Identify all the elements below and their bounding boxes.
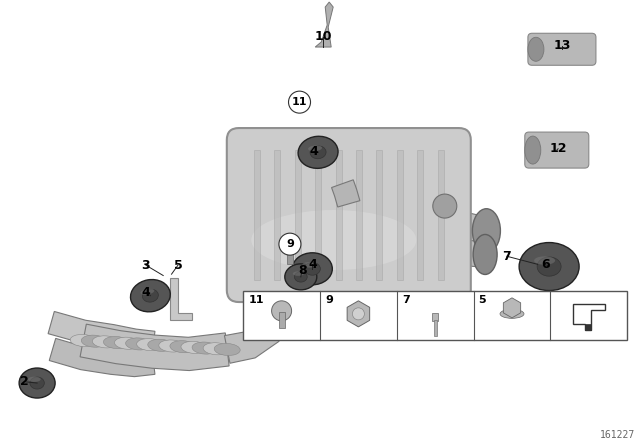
Ellipse shape xyxy=(131,280,170,312)
Ellipse shape xyxy=(141,289,154,295)
Ellipse shape xyxy=(305,263,321,275)
Ellipse shape xyxy=(28,377,41,382)
Text: 3: 3 xyxy=(141,258,150,272)
Polygon shape xyxy=(49,338,155,377)
Ellipse shape xyxy=(92,336,118,348)
Ellipse shape xyxy=(143,289,158,302)
Bar xyxy=(356,150,362,280)
Ellipse shape xyxy=(310,146,326,159)
Ellipse shape xyxy=(473,234,497,275)
Bar xyxy=(376,150,383,280)
Text: 6: 6 xyxy=(541,258,550,271)
Ellipse shape xyxy=(192,342,218,354)
Ellipse shape xyxy=(115,337,141,349)
Ellipse shape xyxy=(500,309,524,319)
Bar xyxy=(417,150,423,280)
Text: 4: 4 xyxy=(141,285,150,299)
Ellipse shape xyxy=(472,209,500,253)
Text: 5: 5 xyxy=(479,295,486,305)
Polygon shape xyxy=(48,311,155,354)
Ellipse shape xyxy=(525,136,541,164)
Ellipse shape xyxy=(302,262,316,267)
Circle shape xyxy=(289,91,310,113)
FancyBboxPatch shape xyxy=(525,132,589,168)
Ellipse shape xyxy=(292,253,332,285)
Ellipse shape xyxy=(148,339,173,351)
Ellipse shape xyxy=(214,344,240,355)
Ellipse shape xyxy=(125,338,152,350)
Text: 11: 11 xyxy=(248,295,264,305)
Ellipse shape xyxy=(159,340,185,352)
Ellipse shape xyxy=(285,264,317,290)
Ellipse shape xyxy=(519,242,579,291)
Bar xyxy=(275,150,280,280)
Bar xyxy=(287,251,293,263)
Text: 7: 7 xyxy=(402,295,410,305)
Ellipse shape xyxy=(294,271,307,282)
Ellipse shape xyxy=(528,37,544,61)
Text: 11: 11 xyxy=(292,97,307,107)
Ellipse shape xyxy=(137,339,163,351)
Text: 9: 9 xyxy=(325,295,333,305)
Ellipse shape xyxy=(170,340,196,353)
Bar xyxy=(315,150,321,280)
Ellipse shape xyxy=(308,146,322,151)
Ellipse shape xyxy=(19,368,55,398)
Ellipse shape xyxy=(537,257,561,276)
Ellipse shape xyxy=(181,341,207,353)
Polygon shape xyxy=(302,197,360,261)
Polygon shape xyxy=(573,304,605,330)
Ellipse shape xyxy=(534,256,555,265)
Ellipse shape xyxy=(280,237,300,254)
Polygon shape xyxy=(585,324,591,330)
FancyBboxPatch shape xyxy=(528,33,596,65)
Text: 12: 12 xyxy=(549,142,567,155)
Circle shape xyxy=(279,233,301,255)
Text: 5: 5 xyxy=(173,258,182,272)
Bar xyxy=(438,150,444,280)
Ellipse shape xyxy=(30,377,44,389)
Ellipse shape xyxy=(104,336,129,349)
Text: 10: 10 xyxy=(314,30,332,43)
Bar xyxy=(397,150,403,280)
Circle shape xyxy=(271,301,292,321)
Ellipse shape xyxy=(298,136,338,168)
Polygon shape xyxy=(225,241,320,363)
Polygon shape xyxy=(332,180,360,207)
FancyBboxPatch shape xyxy=(227,128,471,302)
Bar xyxy=(278,312,285,328)
Ellipse shape xyxy=(203,343,229,355)
Text: 1: 1 xyxy=(275,296,284,309)
Text: 9: 9 xyxy=(286,239,294,249)
Text: 4: 4 xyxy=(309,145,318,158)
Ellipse shape xyxy=(252,210,416,270)
Text: 4: 4 xyxy=(308,258,317,271)
Polygon shape xyxy=(315,2,333,47)
Circle shape xyxy=(353,308,364,320)
Bar xyxy=(335,150,342,280)
Ellipse shape xyxy=(81,335,108,347)
Polygon shape xyxy=(431,204,489,245)
Bar xyxy=(243,291,627,340)
Bar xyxy=(254,150,260,280)
Ellipse shape xyxy=(433,194,457,218)
Text: 161227: 161227 xyxy=(600,430,635,440)
Bar xyxy=(294,150,301,280)
Ellipse shape xyxy=(292,271,304,276)
Text: 13: 13 xyxy=(553,39,571,52)
Ellipse shape xyxy=(70,335,96,346)
Polygon shape xyxy=(424,230,486,267)
Bar xyxy=(434,320,436,336)
Text: 8: 8 xyxy=(298,263,307,277)
Text: 2: 2 xyxy=(20,375,29,388)
Polygon shape xyxy=(170,278,191,320)
Text: 7: 7 xyxy=(502,250,511,263)
Polygon shape xyxy=(80,324,229,370)
Bar xyxy=(432,313,438,321)
